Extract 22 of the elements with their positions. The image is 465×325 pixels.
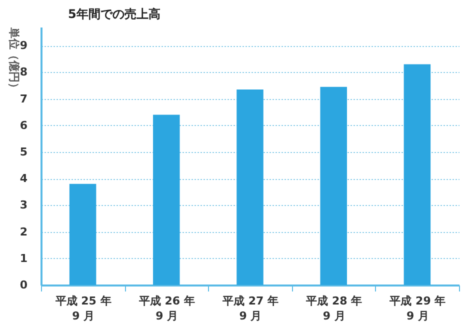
y-tick-label: 6 <box>20 118 28 132</box>
y-tick-label: 8 <box>20 66 28 79</box>
x-tick-label: 平成 25 年 9 月 <box>54 294 112 322</box>
x-tick-label: 平成 28 年 9 月 <box>305 294 362 322</box>
x-tick-label: 平成 27 年 9 月 <box>222 294 278 322</box>
y-tick-label: 1 <box>20 252 28 265</box>
bar <box>404 64 431 285</box>
y-tick-label: 7 <box>20 92 28 106</box>
y-tick-label: 4 <box>20 172 28 186</box>
y-tick-label: 3 <box>20 198 28 212</box>
y-tick-label: 2 <box>20 225 28 238</box>
chart-title: 5年間での売上高 <box>68 7 160 21</box>
y-tick-label: 9 <box>20 39 28 52</box>
bar <box>236 90 264 285</box>
y-axis-title: 単位（億円） <box>8 26 20 94</box>
y-tick-label: 0 <box>20 278 28 292</box>
y-tick-label: 5 <box>20 146 28 159</box>
bar <box>320 86 347 285</box>
bar <box>69 184 96 285</box>
x-tick-label: 平成 26 年 9 月 <box>138 294 195 322</box>
bar <box>153 114 180 285</box>
x-tick-label: 平成 29 年 9 月 <box>388 294 446 322</box>
